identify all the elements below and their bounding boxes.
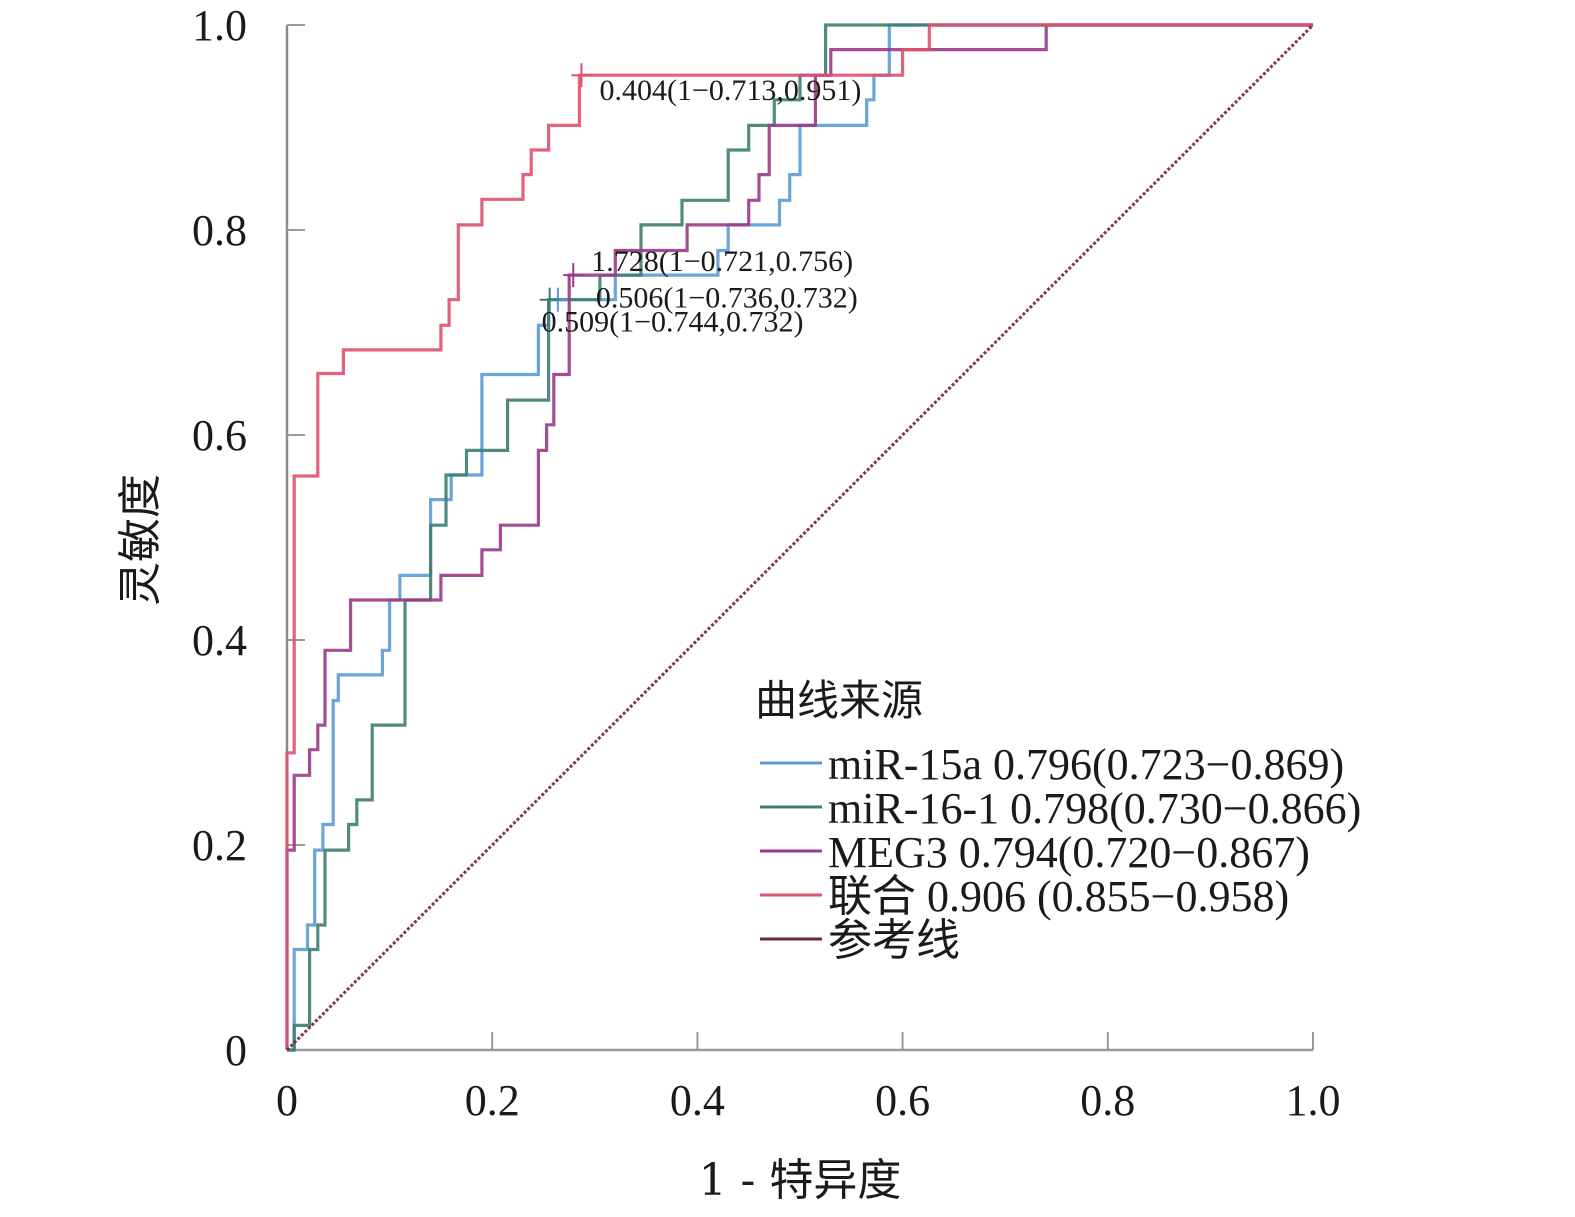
x-axis-title: 1 - 特异度 bbox=[699, 1155, 902, 1206]
series-meg3 bbox=[285, 23, 1313, 1050]
legend-label: MEG3 0.794(0.720−0.867) bbox=[828, 828, 1310, 877]
x-tick-label: 0.4 bbox=[670, 1076, 725, 1125]
y-tick-label: 0.2 bbox=[192, 821, 247, 870]
y-tick-label: 0.4 bbox=[192, 616, 247, 665]
legend-title: 曲线来源 bbox=[755, 676, 923, 725]
y-tick-label: 0 bbox=[225, 1026, 247, 1075]
x-tick-label: 1.0 bbox=[1286, 1076, 1341, 1125]
x-tick-label: 0.8 bbox=[1080, 1076, 1135, 1125]
series-mir-16-1 bbox=[287, 23, 1313, 1052]
cutoff-annotation: 0.404(1−0.713,0.951) bbox=[599, 74, 861, 107]
legend-label: 参考线 bbox=[828, 916, 960, 965]
y-tick-label: 0.8 bbox=[192, 206, 247, 255]
cutoff-annotation: 0.506(1−0.736,0.732) bbox=[596, 282, 858, 315]
x-tick-label: 0.6 bbox=[875, 1076, 930, 1125]
series-reference-line bbox=[285, 23, 1315, 1052]
y-tick-label: 0.6 bbox=[192, 411, 247, 460]
series-- bbox=[285, 23, 1313, 1050]
cutoff-annotations: 0.404(1−0.713,0.951) 1.728(1−0.721,0.756)… bbox=[539, 63, 861, 339]
y-tick-label: 1.0 bbox=[192, 1, 247, 50]
roc-curves bbox=[285, 23, 1315, 1052]
y-axis-title: 灵敏度 bbox=[115, 474, 166, 606]
legend-label: miR-16-1 0.798(0.730−0.866) bbox=[828, 784, 1361, 833]
cutoff-annotation: 0.509(1−0.744,0.732) bbox=[542, 306, 804, 339]
cutoff-annotation: 1.728(1−0.721,0.756) bbox=[591, 245, 853, 278]
series-mir-15a bbox=[287, 23, 1313, 1052]
legend-label: 联合 0.906 (0.855−0.958) bbox=[828, 872, 1289, 921]
x-tick-label: 0.2 bbox=[465, 1076, 520, 1125]
legend-label: miR-15a 0.796(0.723−0.869) bbox=[828, 740, 1344, 789]
legend: 曲线来源 miR-15a 0.796(0.723−0.869)miR-16-1 … bbox=[755, 676, 1361, 965]
x-tick-label: 0 bbox=[276, 1076, 298, 1125]
ticks: 0 0.2 0.4 0.6 0.8 1.0 0 0.2 0.4 0.6 0.8 1.0 bbox=[192, 1, 1341, 1125]
